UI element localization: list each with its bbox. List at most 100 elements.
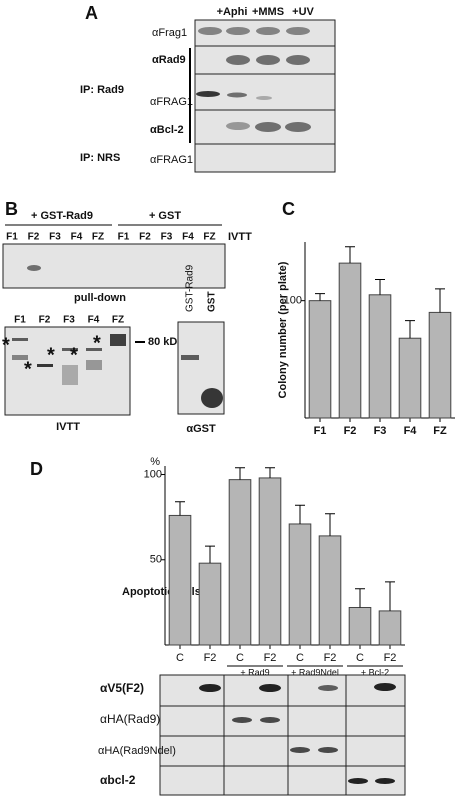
band (12, 355, 28, 360)
lane-label: F3 (161, 232, 173, 243)
band (27, 265, 41, 271)
lane-label: FZ (112, 315, 124, 326)
x-tick-label: F1 (314, 425, 327, 437)
x-tick-label: F2 (344, 425, 357, 437)
panel-letter: C (282, 199, 295, 219)
blot-label: αFRAG1 (150, 154, 193, 166)
error-bar (295, 504, 305, 524)
lane-label: F1 (118, 232, 130, 243)
bar (338, 262, 362, 419)
blot-label: αFRAG1 (150, 96, 193, 108)
asterisk: * (24, 358, 32, 380)
blot-row (194, 143, 336, 173)
bar (168, 514, 192, 646)
group-label: + Rad9 (240, 667, 269, 677)
lane-label: F4 (71, 232, 83, 243)
bar (398, 337, 422, 419)
x-tick-label: F2 (384, 652, 397, 664)
error-bar (265, 467, 275, 478)
lane-label: F2 (39, 315, 51, 326)
band (318, 685, 338, 691)
error-bar (235, 467, 245, 480)
y-tick-label: 100 (284, 295, 302, 307)
blot-label: αHA(Rad9Ndel) (98, 745, 176, 757)
lane-label: F3 (63, 315, 75, 326)
band (226, 27, 250, 35)
band (260, 717, 280, 723)
band (318, 747, 338, 753)
lane-label: F4 (182, 232, 194, 243)
x-tick-label: F3 (374, 425, 387, 437)
ip-label: IP: Rad9 (80, 84, 124, 96)
lane-label: F4 (88, 315, 100, 326)
bar (378, 610, 402, 646)
bar (288, 523, 312, 646)
asterisk: * (47, 344, 55, 366)
blot (4, 326, 131, 416)
lane-label: F1 (14, 315, 26, 326)
blot-a (194, 19, 336, 173)
band (62, 365, 78, 385)
bar (348, 606, 372, 646)
lane-label: GST (207, 291, 218, 312)
x-tick-label: C (356, 652, 364, 664)
bar (318, 535, 342, 646)
group-tag: IVTT (228, 231, 252, 243)
panel-letter: B (5, 199, 18, 219)
bar (258, 477, 282, 646)
error-bar (205, 545, 215, 564)
band (255, 122, 281, 132)
band (226, 55, 250, 65)
x-tick-label: C (296, 652, 304, 664)
band (12, 338, 28, 341)
band (374, 683, 396, 691)
band (232, 717, 252, 723)
band (227, 92, 247, 98)
ivtt-bands (12, 334, 126, 385)
blot-caption: IVTT (56, 421, 80, 433)
y-axis-label: Colony number (per plate) (277, 261, 289, 398)
error-bar (405, 320, 415, 339)
band (256, 55, 280, 65)
treatment: +MMS (252, 6, 284, 18)
blot-label: αV5(F2) (100, 681, 144, 695)
bar (428, 311, 452, 419)
blot (2, 243, 226, 289)
lane-label: FZ (203, 232, 215, 243)
bar (308, 300, 332, 419)
error-bar (325, 513, 335, 536)
band (196, 91, 220, 97)
bar (368, 294, 392, 419)
band (62, 348, 78, 351)
blot-row (159, 705, 406, 737)
asterisk: * (2, 334, 10, 356)
group-label: + Bcl-2 (361, 667, 389, 677)
lane-labels: F1 F2 F3 F4 FZ (14, 315, 124, 326)
x-tick-label: C (236, 652, 244, 664)
group-label: + Rad9Ndel (291, 667, 339, 677)
error-bar (435, 288, 445, 313)
marker-label: 80 kDa (148, 336, 184, 348)
ip-label: IP: NRS (80, 152, 120, 164)
band (110, 334, 126, 346)
error-bar (175, 501, 185, 516)
error-bar (355, 588, 365, 608)
band (201, 388, 223, 408)
lane-label: F1 (6, 232, 18, 243)
band (348, 778, 368, 784)
group-label: + GST (149, 210, 181, 222)
error-bar (315, 293, 325, 301)
blot-label: αFrag1 (152, 27, 187, 39)
band (86, 348, 102, 351)
lane-label: F2 (139, 232, 151, 243)
blot-row (159, 674, 406, 707)
band (226, 122, 250, 130)
band (198, 27, 222, 35)
lane-label: F2 (28, 232, 40, 243)
treatment: +UV (292, 6, 314, 18)
y-tick-label: 50 (150, 554, 162, 566)
blot-label: αRad9 (152, 54, 186, 66)
band (286, 55, 310, 65)
lane-label: F3 (49, 232, 61, 243)
